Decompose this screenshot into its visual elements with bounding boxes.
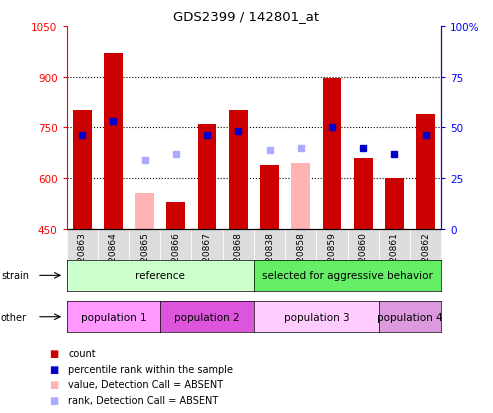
Text: population 4: population 4 xyxy=(377,312,443,322)
Text: percentile rank within the sample: percentile rank within the sample xyxy=(68,364,233,374)
Text: other: other xyxy=(1,312,27,322)
Bar xyxy=(73,111,92,229)
Bar xyxy=(260,165,279,229)
Text: ■: ■ xyxy=(49,380,59,389)
Bar xyxy=(198,125,216,229)
Text: value, Detection Call = ABSENT: value, Detection Call = ABSENT xyxy=(68,380,223,389)
Text: population 2: population 2 xyxy=(174,312,240,322)
Text: population 1: population 1 xyxy=(80,312,146,322)
Bar xyxy=(104,54,123,229)
Bar xyxy=(322,79,341,229)
Text: count: count xyxy=(68,348,96,358)
Bar xyxy=(229,111,247,229)
Text: GDS2399 / 142801_at: GDS2399 / 142801_at xyxy=(174,10,319,23)
Text: strain: strain xyxy=(1,271,29,281)
Text: ■: ■ xyxy=(49,395,59,405)
Bar xyxy=(167,202,185,229)
Text: reference: reference xyxy=(135,271,185,281)
Bar xyxy=(385,178,404,229)
Text: rank, Detection Call = ABSENT: rank, Detection Call = ABSENT xyxy=(68,395,218,405)
Bar xyxy=(135,194,154,229)
Bar xyxy=(291,164,310,229)
Text: population 3: population 3 xyxy=(283,312,349,322)
Text: ■: ■ xyxy=(49,348,59,358)
Bar xyxy=(416,114,435,229)
Text: ■: ■ xyxy=(49,364,59,374)
Text: selected for aggressive behavior: selected for aggressive behavior xyxy=(262,271,433,281)
Bar xyxy=(354,158,373,229)
